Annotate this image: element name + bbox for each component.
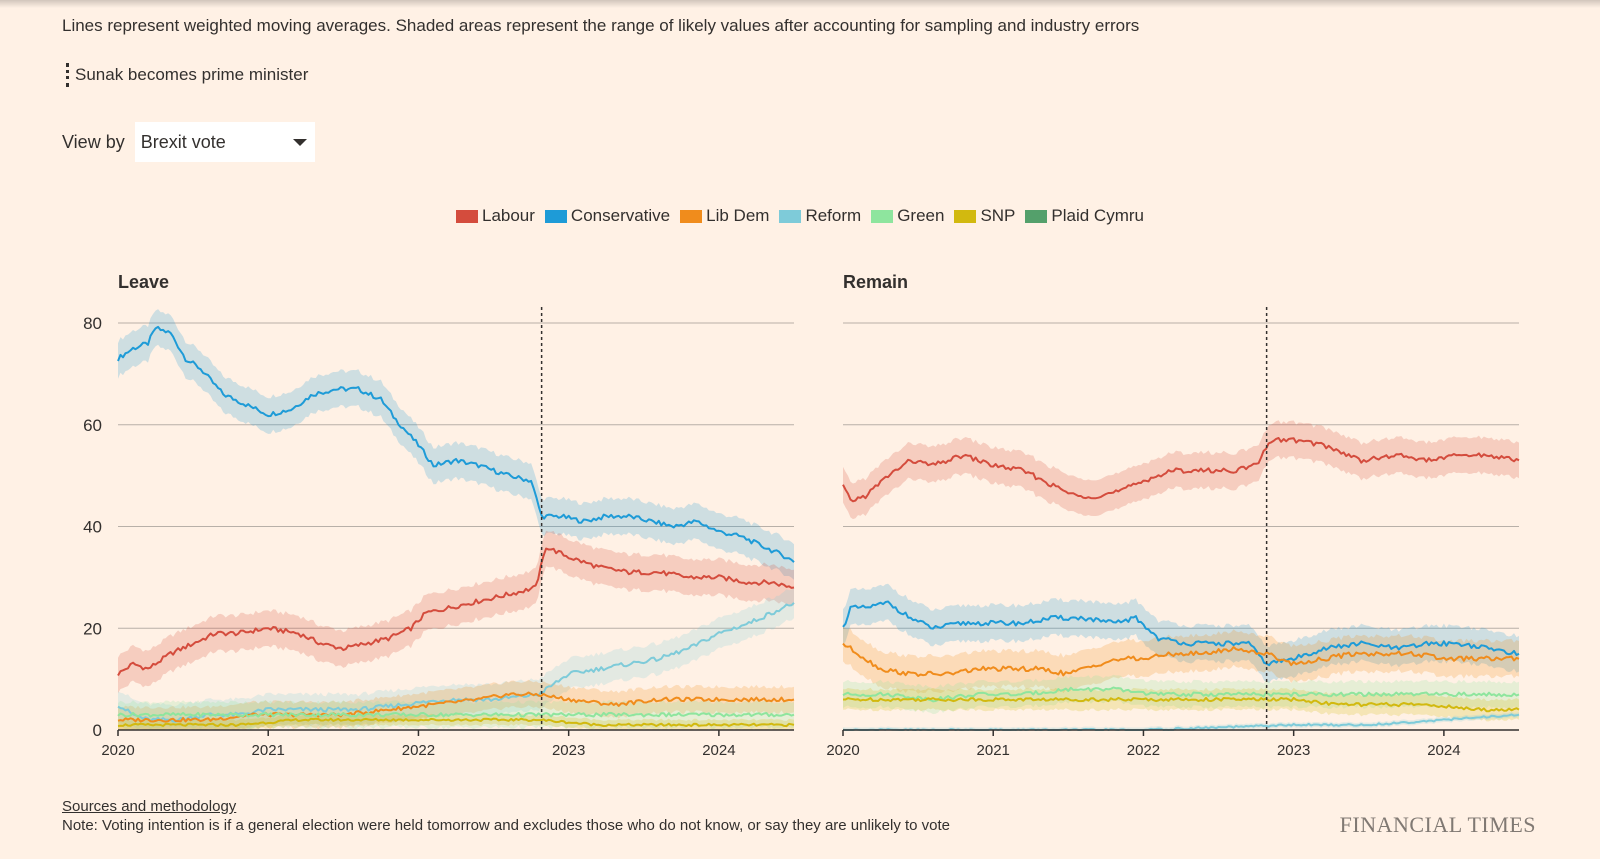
chart-subtitle: Lines represent weighted moving averages… (62, 16, 1140, 35)
x-tick-label: 2020 (101, 742, 134, 759)
annotation-key-label: Sunak becomes prime minister (75, 65, 309, 84)
y-tick-label: 60 (83, 416, 102, 435)
x-tick-label: 2023 (1277, 742, 1310, 759)
legend-swatch-snp (954, 209, 977, 223)
band-snp (118, 713, 794, 730)
band-green (118, 700, 794, 730)
series-line-green (117, 711, 795, 718)
legend-swatch-green (871, 209, 894, 223)
series-line-labour (117, 547, 795, 677)
legend-label: Plaid Cymru (1051, 206, 1144, 225)
legend-label: Reform (805, 206, 862, 225)
x-tick-label: 2023 (552, 742, 585, 759)
series-line-conservative (842, 600, 1520, 667)
annotation-key: Sunak becomes prime minister (66, 63, 308, 87)
legend-swatch-labour (455, 209, 478, 223)
panel-title: Remain (843, 272, 908, 292)
y-tick-label: 80 (83, 314, 102, 333)
x-tick-label: 2024 (702, 742, 735, 759)
legend-item-labour: Labour (455, 206, 535, 226)
legend: Labour Conservative Lib Dem Reform Green… (0, 206, 1600, 226)
x-tick-label: 2022 (1127, 742, 1160, 759)
band-lib-dem (843, 625, 1519, 694)
legend-label: SNP (980, 206, 1016, 225)
legend-swatch-reform (779, 209, 802, 223)
band-conservative (843, 583, 1519, 683)
view-by-control: View by Brexit vote (62, 122, 315, 162)
y-tick-label: 20 (83, 619, 102, 638)
legend-swatch-lib-dem (680, 209, 703, 223)
legend-label: Labour (481, 206, 535, 225)
top-shadow (0, 0, 1600, 8)
view-by-select[interactable]: Brexit vote (134, 122, 315, 162)
legend-item-lib-dem: Lib Dem (680, 206, 769, 226)
footer-note: Note: Voting intention is if a general e… (62, 817, 951, 834)
legend-item-conservative: Conservative (544, 206, 671, 226)
legend-label: Green (897, 206, 945, 225)
sources-methodology-link[interactable]: Sources and methodology (62, 798, 237, 815)
view-by-selected: Brexit vote (140, 131, 226, 152)
y-tick-label: 0 (93, 721, 102, 740)
series-line-green (842, 686, 1520, 703)
chevron-down-icon (292, 138, 307, 146)
legend-item-reform: Reform (779, 206, 861, 226)
x-tick-label: 2024 (1427, 742, 1460, 759)
legend-swatch-conservative (544, 209, 567, 223)
band-labour (118, 530, 794, 694)
series-line-snp (117, 717, 795, 728)
legend-label: Lib Dem (706, 206, 770, 225)
dashed-line-icon (66, 63, 69, 87)
legend-label: Conservative (570, 206, 671, 225)
band-conservative (118, 309, 794, 580)
band-reform (118, 587, 794, 730)
series-line-lib-dem (117, 691, 795, 723)
series-line-conservative (117, 325, 795, 563)
band-lib-dem (118, 679, 794, 730)
legend-item-green: Green (871, 206, 944, 226)
x-tick-label: 2022 (402, 742, 435, 759)
view-by-label: View by (62, 131, 125, 152)
x-tick-label: 2021 (252, 742, 285, 759)
y-tick-label: 40 (83, 518, 102, 537)
legend-item-plaid-cymru: Plaid Cymru (1025, 206, 1144, 226)
series-line-lib-dem (842, 642, 1520, 677)
legend-swatch-plaid-cymru (1025, 209, 1048, 223)
panel-title: Leave (118, 272, 169, 292)
legend-item-snp: SNP (954, 206, 1015, 226)
series-line-labour (842, 437, 1520, 503)
series-line-snp (843, 696, 1520, 713)
x-tick-label: 2021 (977, 742, 1010, 759)
ft-logo: FINANCIAL TIMES (1339, 812, 1536, 837)
panel-leave: Leave 0 20 40 60 80 2020 2021 2022 2023 2024 (83, 272, 795, 759)
panel-remain: Remain 2020 2021 2022 2023 2024 (826, 272, 1520, 759)
band-reform (843, 711, 1519, 730)
x-tick-label: 2020 (826, 742, 859, 759)
